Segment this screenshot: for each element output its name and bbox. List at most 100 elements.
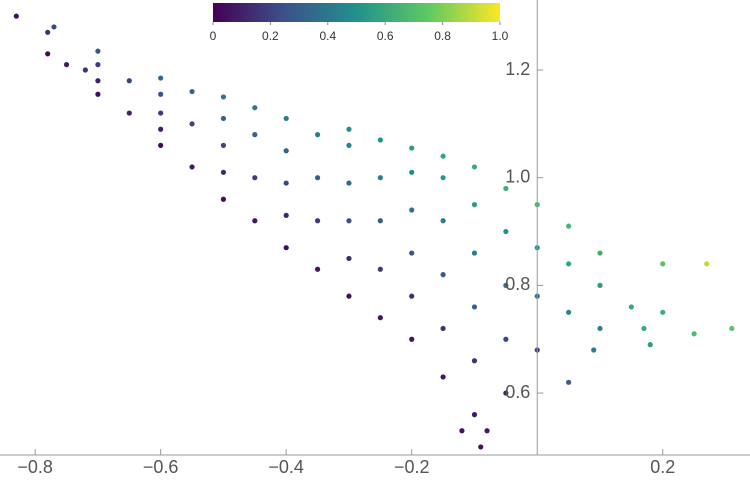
point	[503, 282, 509, 288]
point	[566, 223, 572, 229]
point	[252, 105, 258, 111]
point	[471, 304, 478, 310]
point	[283, 115, 289, 122]
x-tick-label: 0.2	[650, 457, 675, 477]
point	[478, 444, 484, 450]
point	[158, 75, 164, 81]
point	[503, 228, 509, 235]
point	[314, 132, 321, 138]
point	[13, 13, 19, 19]
point	[252, 132, 258, 138]
point	[283, 245, 289, 251]
colorbar-tick-label: 0.4	[319, 29, 336, 43]
colorbar-tick-label: 0.6	[377, 29, 394, 43]
point	[566, 309, 572, 315]
point	[82, 67, 88, 73]
point	[95, 91, 101, 97]
point	[591, 347, 597, 353]
point	[566, 261, 572, 267]
point	[440, 175, 446, 181]
point	[691, 331, 697, 337]
point	[314, 218, 321, 224]
x-tick-label: −0.8	[17, 457, 53, 477]
point	[409, 293, 415, 299]
point	[440, 325, 446, 332]
x-tick-label: −0.4	[268, 457, 304, 477]
point	[647, 342, 653, 348]
point	[377, 175, 383, 181]
point	[283, 180, 289, 186]
point	[346, 255, 352, 262]
point	[471, 250, 478, 256]
point	[409, 169, 415, 175]
point	[45, 51, 51, 57]
point	[377, 315, 383, 321]
point	[126, 78, 132, 84]
point	[729, 325, 735, 332]
point	[346, 218, 352, 224]
point	[189, 88, 195, 95]
colorbar-tick-label: 0.8	[434, 29, 451, 43]
point	[409, 336, 415, 342]
point	[377, 266, 383, 272]
point	[346, 142, 352, 148]
x-tick-label: −0.2	[394, 457, 430, 477]
point	[704, 261, 710, 267]
point	[503, 390, 509, 396]
point	[346, 126, 352, 132]
y-tick-label: 1.0	[505, 166, 530, 186]
point	[220, 169, 227, 175]
point	[471, 202, 478, 208]
point	[471, 358, 478, 364]
point	[252, 218, 258, 224]
point	[283, 148, 289, 154]
point	[63, 62, 70, 68]
point	[660, 261, 666, 267]
point	[440, 272, 446, 278]
point	[459, 428, 465, 434]
point	[95, 48, 101, 54]
point	[95, 78, 101, 84]
point	[51, 24, 57, 30]
point	[440, 374, 446, 380]
point	[314, 175, 321, 181]
point	[346, 293, 352, 299]
point	[283, 212, 289, 218]
point	[377, 218, 383, 224]
point	[484, 428, 490, 434]
point	[503, 185, 509, 192]
point	[314, 266, 321, 272]
y-tick-label: 0.6	[505, 382, 530, 402]
point	[409, 145, 415, 151]
point	[220, 196, 227, 202]
colorbar-tick-label: 0	[210, 29, 217, 43]
point	[158, 126, 164, 132]
point	[471, 412, 478, 418]
point	[189, 121, 195, 127]
point	[126, 110, 132, 116]
point	[95, 62, 101, 68]
point	[628, 304, 634, 310]
point	[566, 379, 572, 385]
point	[158, 91, 164, 97]
point	[471, 164, 478, 170]
colorbar	[213, 3, 500, 22]
point	[158, 110, 164, 116]
point	[597, 282, 603, 288]
point	[641, 325, 647, 332]
point	[597, 325, 603, 332]
x-tick-label: −0.6	[143, 457, 179, 477]
point	[252, 175, 258, 181]
point	[409, 207, 415, 213]
point	[503, 336, 509, 342]
colorbar-tick-label: 1.0	[492, 29, 509, 43]
point	[409, 250, 415, 256]
point	[220, 94, 227, 100]
point	[440, 153, 446, 159]
point	[440, 218, 446, 224]
point	[377, 137, 383, 143]
y-tick-label: 1.2	[505, 59, 530, 79]
y-tick-label: 0.8	[505, 274, 530, 294]
point	[220, 142, 227, 148]
